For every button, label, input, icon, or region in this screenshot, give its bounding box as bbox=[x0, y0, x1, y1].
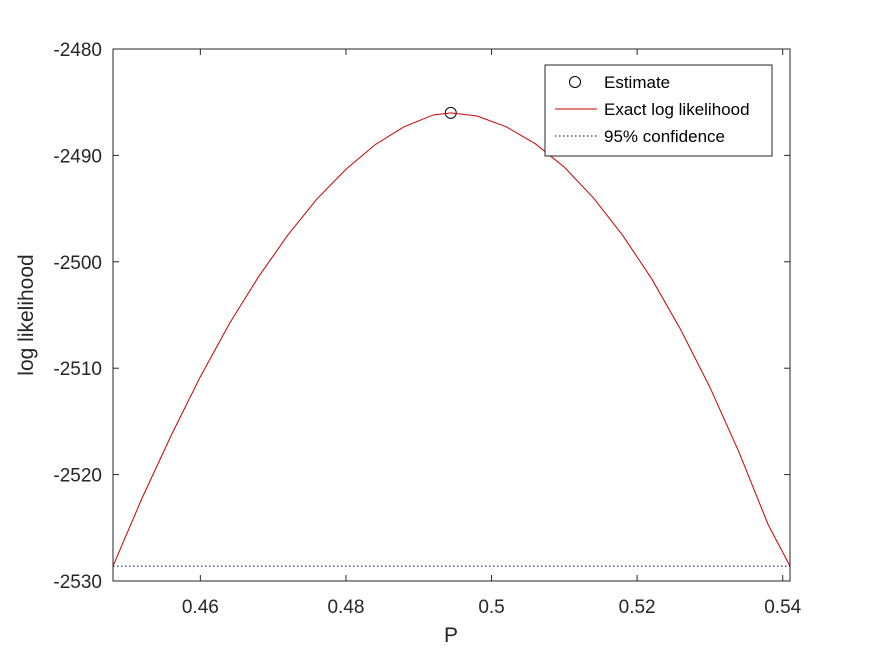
legend-label: 95% confidence bbox=[604, 127, 725, 146]
y-tick-label: -2480 bbox=[53, 40, 102, 61]
x-tick-label: 0.48 bbox=[327, 597, 364, 618]
y-tick-label: -2530 bbox=[53, 572, 102, 593]
x-tick-label: 0.5 bbox=[478, 597, 504, 618]
legend-box bbox=[544, 64, 773, 157]
y-axis-ticks: -2530 -2520 -2510 -2500 -2490 -2480 bbox=[53, 40, 790, 593]
legend: Estimate Exact log likelihood 95% confiden… bbox=[544, 64, 773, 157]
y-axis-title: log likelihood bbox=[15, 254, 38, 375]
series-layer bbox=[112, 106, 791, 567]
y-tick-label: -2500 bbox=[53, 253, 102, 274]
y-tick-label: -2520 bbox=[53, 466, 102, 487]
y-tick-label: -2490 bbox=[53, 146, 102, 167]
log-likelihood-curve bbox=[112, 112, 791, 567]
x-axis-ticks: 0.46 0.48 0.5 0.52 0.54 bbox=[182, 49, 802, 618]
legend-label: Exact log likelihood bbox=[604, 100, 750, 119]
x-tick-label: 0.54 bbox=[764, 597, 801, 618]
estimate-point bbox=[444, 106, 457, 119]
x-tick-label: 0.46 bbox=[182, 597, 219, 618]
y-tick-label: -2510 bbox=[53, 359, 102, 380]
legend-label: Estimate bbox=[604, 73, 670, 92]
x-tick-label: 0.52 bbox=[619, 597, 656, 618]
x-axis-title: P bbox=[444, 624, 458, 647]
legend-swatch bbox=[569, 76, 581, 88]
